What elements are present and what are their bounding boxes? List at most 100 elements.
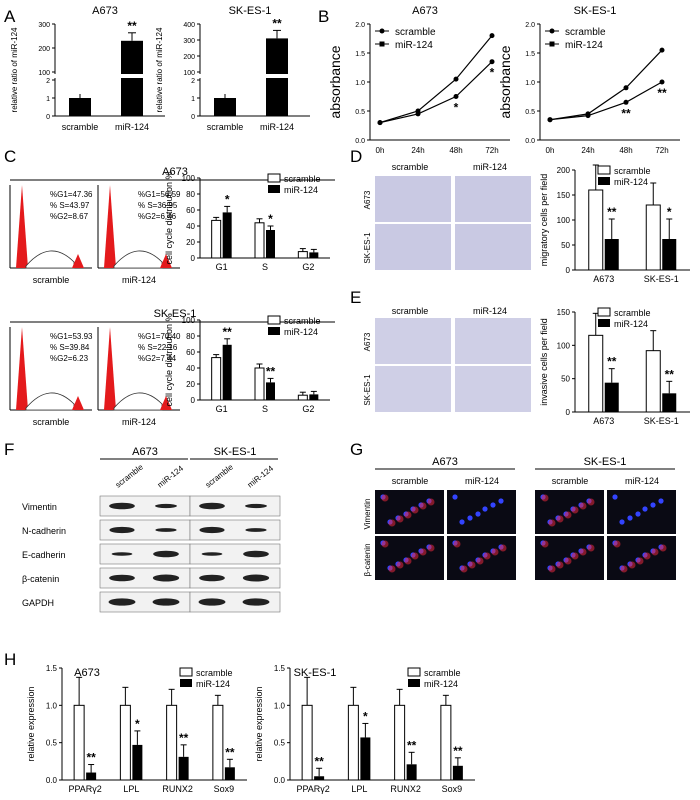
panel-letter-H: H: [4, 650, 16, 669]
image-column-label: scramble: [392, 306, 429, 316]
invasion-micrograph: [455, 318, 531, 364]
peak-g2: [160, 254, 172, 268]
stain-dot: [541, 540, 549, 548]
bar-mir124: [132, 744, 143, 780]
y-tick-label: 80: [186, 190, 195, 199]
significance-mark: **: [266, 364, 276, 378]
image-row-label: A673: [363, 190, 372, 209]
stain-dot: [636, 557, 644, 565]
y-tick-label: 1.0: [274, 701, 286, 710]
lane-label: miR-124: [156, 464, 186, 490]
stain-dot: [548, 565, 556, 573]
significance-mark: **: [127, 19, 137, 33]
ihc-column-label: scramble: [392, 476, 429, 486]
protein-label: β-catenin: [22, 574, 59, 584]
x-tick-label: 24h: [581, 146, 594, 155]
point-mir124: [585, 113, 591, 119]
y-tick-label: 150: [557, 191, 571, 200]
cell-cycle-stat: % S=43.97: [50, 201, 90, 210]
y-tick-label: 200: [38, 46, 50, 53]
y-tick-label: 40: [186, 222, 195, 231]
image-column-label: miR-124: [473, 162, 507, 172]
y-tick-label: 0: [191, 396, 196, 405]
legend-swatch-scramble: [597, 307, 611, 317]
legend-swatch-scramble: [597, 165, 611, 175]
legend-swatch-scramble: [267, 315, 281, 325]
point-mir124: [377, 120, 383, 126]
y-tick-label: 0: [566, 266, 571, 275]
y-tick-label: 0: [46, 114, 50, 121]
row-title: A673: [162, 166, 188, 178]
chart-title: A673: [412, 5, 438, 17]
stain-dot: [491, 548, 499, 556]
point-mir124: [547, 117, 553, 123]
x-tick-label: G2: [302, 262, 314, 272]
stain-dot: [587, 498, 595, 506]
significance-mark: **: [607, 355, 617, 369]
y-axis-label: invasive cells per field: [539, 318, 549, 406]
y-axis-label: relative expression: [26, 686, 36, 761]
stain-dot: [411, 506, 419, 514]
legend-label-mir124: miR-124: [196, 679, 230, 689]
legend-marker-scramble: [379, 28, 385, 34]
stain-dot: [483, 552, 491, 560]
cell-cycle-stat: %G1=47.36: [50, 190, 93, 199]
protein-band: [152, 598, 180, 606]
lane-label: scramble: [204, 462, 236, 489]
stain-dot: [556, 515, 564, 523]
y-tick-label: 2: [46, 78, 50, 85]
protein-band: [199, 502, 225, 510]
y-tick-label: 200: [557, 166, 571, 175]
y-tick-label: 50: [561, 375, 570, 384]
bar-mir124: [360, 737, 371, 780]
invasion-micrograph: [455, 366, 531, 412]
chart-title: SK-ES-1: [229, 5, 272, 17]
stain-dot: [587, 544, 595, 552]
stain-dot: [659, 544, 667, 552]
legend-marker-mir124: [379, 41, 385, 47]
stain-dot: [427, 544, 435, 552]
significance-mark: *: [135, 717, 140, 731]
legend-swatch-scramble: [179, 667, 193, 677]
x-tick-label: SK-ES-1: [644, 416, 679, 426]
immunofluorescence-image: [607, 490, 676, 534]
nucleus-dot: [635, 511, 641, 517]
stain-dot: [468, 561, 476, 569]
point-mir124: [623, 99, 629, 105]
stain-dot: [564, 557, 572, 565]
bar-scramble: [166, 704, 178, 781]
panel-letter-E: E: [350, 288, 361, 307]
legend-label-scramble: scramble: [565, 27, 606, 38]
x-tick-label: LPL: [351, 784, 367, 794]
significance-mark: **: [86, 751, 96, 765]
bar-mir124: [266, 382, 275, 400]
panel-letter-B: B: [318, 7, 329, 26]
stain-dot: [396, 561, 404, 569]
cell-cycle-stat: %G1=70.40: [138, 332, 181, 341]
protein-band: [199, 526, 225, 534]
protein-band: [155, 528, 177, 532]
invasion-micrograph: [375, 366, 451, 412]
peak-s-phase: [25, 250, 75, 269]
panel-letter-G: G: [350, 440, 363, 459]
y-tick-label: 1.0: [355, 80, 365, 87]
ihc-row-label: Vimentin: [363, 499, 372, 530]
y-tick-label: 1.5: [355, 51, 365, 58]
cell-cycle-stat: %G2=6.23: [50, 354, 89, 363]
x-tick-label: Sox9: [214, 784, 235, 794]
y-axis-label: cell cycle distribution %: [164, 171, 174, 264]
blot-strip: [189, 543, 281, 565]
significance-mark: **: [407, 738, 417, 752]
y-tick-label: 1.5: [46, 664, 58, 673]
significance-mark: *: [667, 205, 672, 219]
x-tick-label: PPARγ2: [68, 784, 101, 794]
nucleus-dot: [452, 494, 458, 500]
stain-dot: [571, 506, 579, 514]
histogram-label: scramble: [33, 275, 70, 285]
protein-band: [152, 574, 180, 582]
stain-dot: [411, 552, 419, 560]
nucleus-dot: [467, 515, 473, 521]
protein-band: [111, 552, 133, 556]
bar-scramble: [440, 704, 452, 781]
bar-scramble: [69, 98, 91, 116]
